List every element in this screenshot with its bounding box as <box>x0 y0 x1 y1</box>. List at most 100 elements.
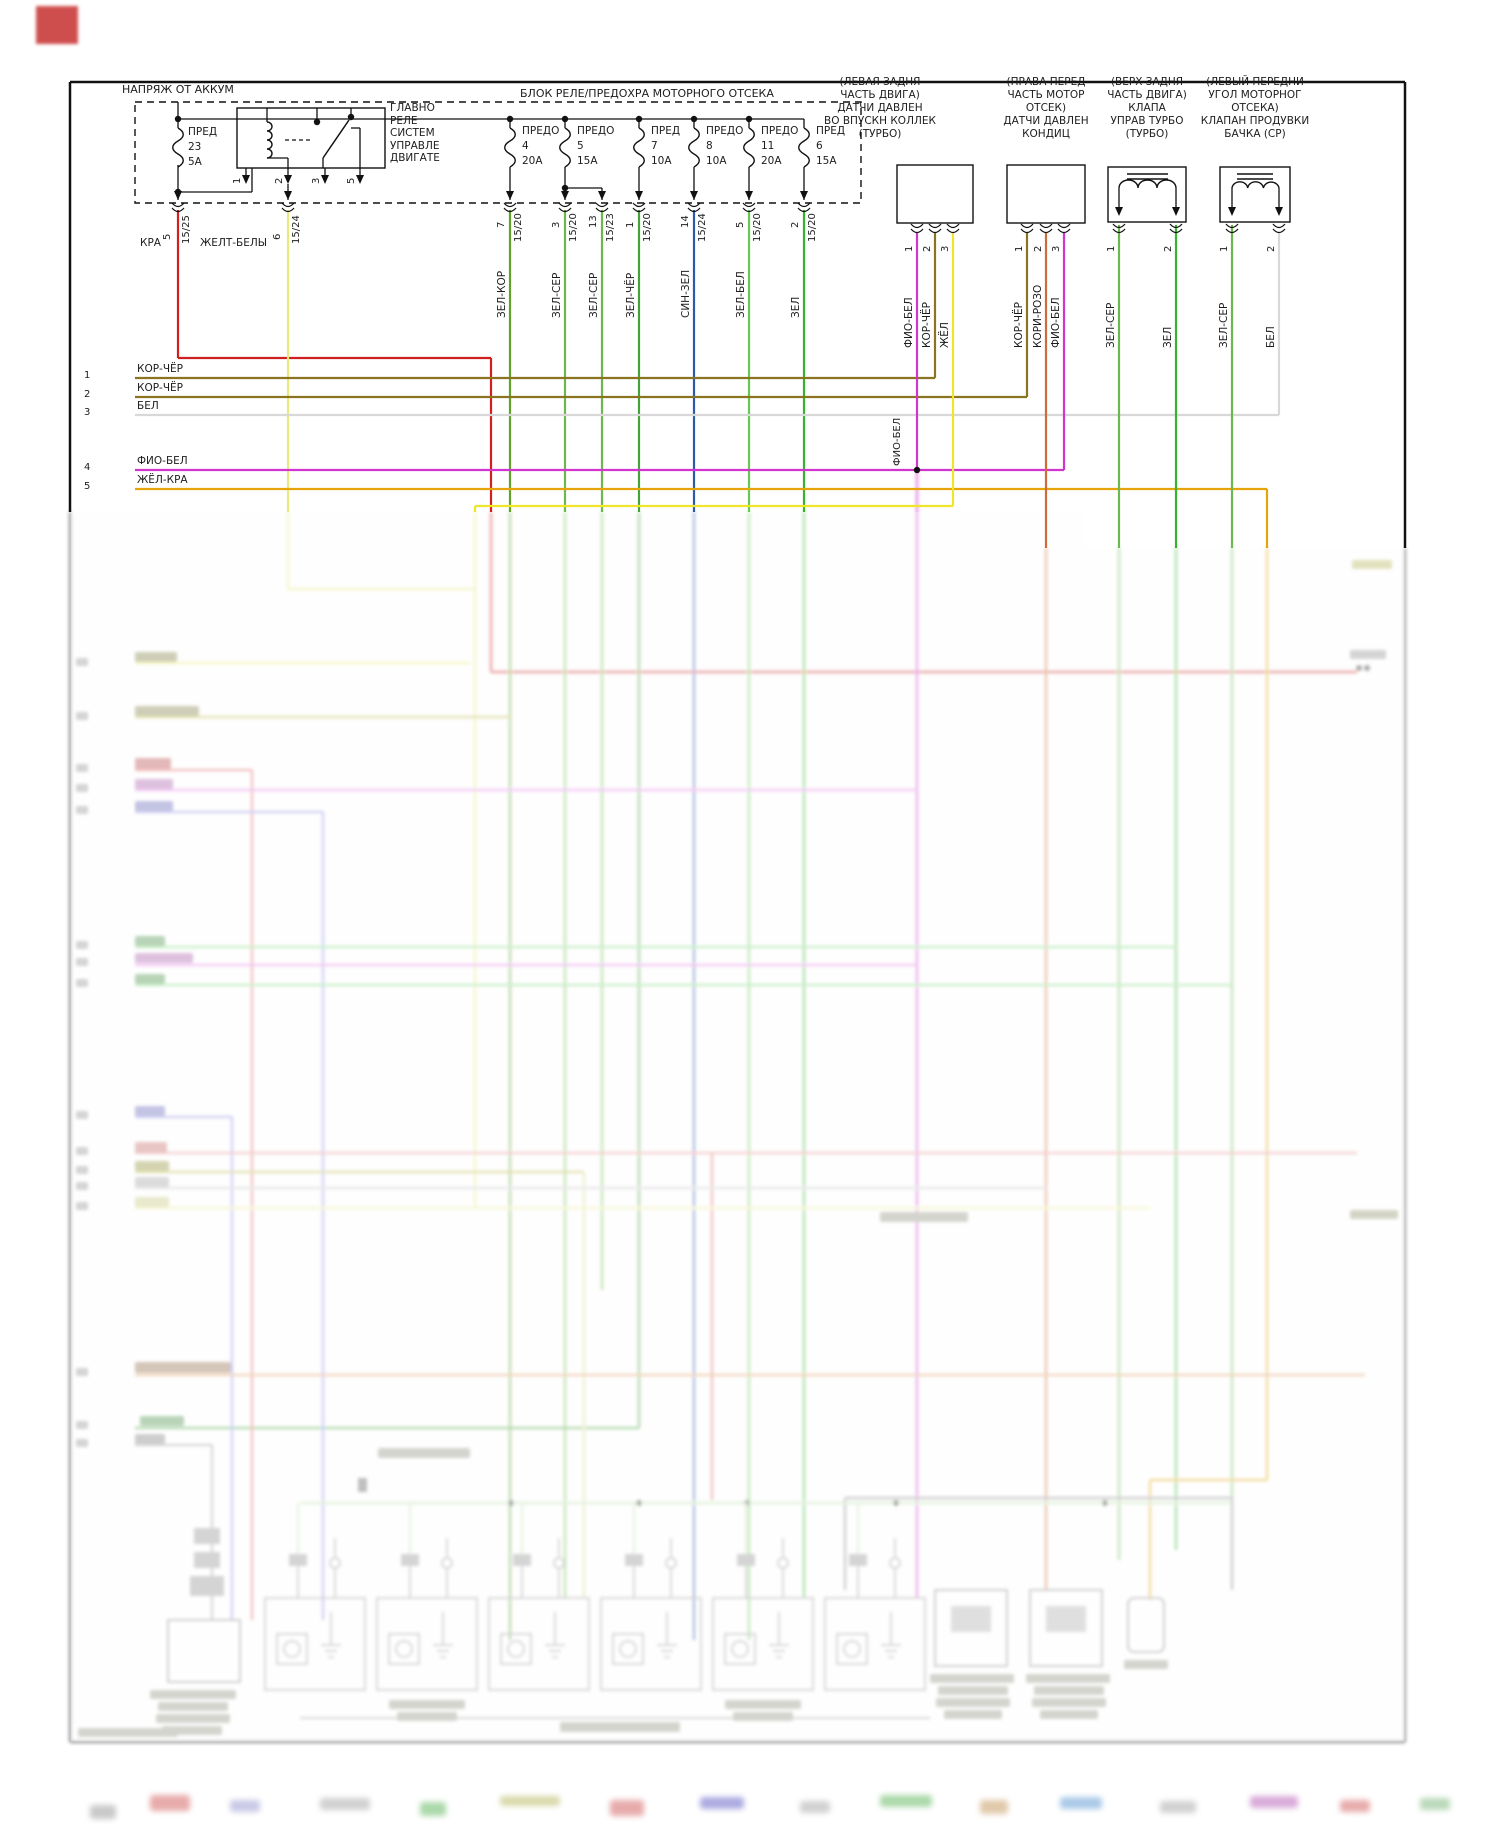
component-box <box>896 164 974 224</box>
blurred-label-blob <box>135 1434 165 1444</box>
fuse-pin-number: 14 <box>680 215 691 228</box>
blurred-label-blob <box>135 1142 167 1153</box>
junction-dot <box>635 115 643 123</box>
connector-symbol <box>910 223 924 229</box>
connector-symbol <box>281 202 295 208</box>
blur-wash-overlay <box>71 512 1404 1741</box>
wire-color-name: ЗЕЛ-СЕР <box>588 272 600 318</box>
fuse-symbol <box>172 127 184 168</box>
junction-dot <box>506 115 514 123</box>
wire-color-name: ЗЕЛ-СЕР <box>1218 302 1230 348</box>
arrow-head <box>1228 207 1236 216</box>
component-box <box>1006 164 1086 224</box>
coil-unit-box <box>376 1597 478 1691</box>
blurred-label-blob <box>135 974 165 984</box>
wire-color-name: ЗЕЛ-КОР <box>496 270 508 318</box>
connector-symbol <box>687 202 701 208</box>
connector-symbol <box>171 202 185 208</box>
blurred-label-blob <box>76 1421 88 1429</box>
component-title: (ТУРБО) <box>1125 128 1169 140</box>
junction-dot <box>745 115 753 123</box>
component-pin-number: 2 <box>1266 245 1277 252</box>
ghost-blob <box>980 1800 1008 1814</box>
blurred-label-blob <box>1124 1660 1168 1669</box>
junction-dot <box>893 1500 899 1506</box>
relay-box <box>236 107 386 169</box>
blurred-label-blob <box>936 1698 1010 1707</box>
component-title: ОТСЕКА) <box>1231 102 1279 114</box>
fuse-label: ПРЕДО <box>522 125 560 137</box>
sensor-inner <box>951 1606 991 1632</box>
blurred-label-blob <box>135 758 171 769</box>
connector-symbol <box>1225 223 1239 229</box>
arrow-head <box>242 175 250 184</box>
small-component <box>1127 1597 1165 1653</box>
ecu-connector <box>194 1552 220 1568</box>
blurred-label-blob <box>78 1728 178 1737</box>
arrow-head <box>506 191 514 200</box>
fuse-pin-number: 3 <box>551 221 562 228</box>
blurred-label-blob <box>76 1111 88 1119</box>
fuse-pin-number: 2 <box>790 221 801 228</box>
arrow-head <box>321 175 329 184</box>
blurred-label-blob <box>389 1700 465 1709</box>
coil-inner-box <box>612 1633 644 1665</box>
fuse-pin-number: 13 <box>588 215 599 228</box>
component-pin-number: 2 <box>1163 245 1174 252</box>
arrow-head <box>356 175 364 184</box>
connector-symbol <box>1225 228 1239 234</box>
left-wire-color-name: КОР-ЧЁР <box>137 363 184 375</box>
arrow-head <box>1115 207 1123 216</box>
ghost-blob <box>150 1795 190 1811</box>
junction-dot <box>508 1500 514 1506</box>
blurred-label-blob <box>135 1161 169 1171</box>
component-title: ЧАСТЬ ДВИГА) <box>840 89 920 101</box>
wire-color-name: ЗЕЛ <box>790 296 802 318</box>
fuse-block-title: БЛОК РЕЛЕ/ПРЕДОХРА МОТОРНОГО ОТСЕКА <box>520 87 774 100</box>
fuse-symbol <box>798 127 810 168</box>
wire-gauge: 15/20 <box>752 213 763 242</box>
blurred-label-blob <box>135 706 199 716</box>
fuse-label: ПРЕД <box>651 125 681 137</box>
blurred-label-blob <box>1040 1710 1098 1719</box>
junction-dot <box>561 115 569 123</box>
wire-gauge: 15/24 <box>291 215 302 244</box>
component-title: КЛАПА <box>1128 102 1166 114</box>
wire-gauge: 15/20 <box>568 213 579 242</box>
wire-color-name: ФИО-БЕЛ <box>1050 297 1062 348</box>
blurred-label-blob <box>76 658 88 666</box>
junction-dot <box>313 118 321 126</box>
connector-symbol <box>1169 228 1183 234</box>
blurred-label-blob <box>1350 1210 1398 1219</box>
fuse-symbol <box>504 127 516 168</box>
blurred-label-blob <box>1034 1686 1104 1695</box>
connector-symbol <box>558 202 572 208</box>
mid-connector <box>358 1478 367 1492</box>
coil-unit-box <box>712 1597 814 1691</box>
junction-dot <box>636 1500 642 1506</box>
sensor-box <box>934 1589 1008 1667</box>
relay-name: ГЛАВНО <box>390 102 435 114</box>
exit-pin-number: 6 <box>272 233 283 240</box>
arrow-head <box>284 175 292 184</box>
component-title: УПРАВ ТУРБО <box>1110 115 1184 127</box>
component-title: (ПРАВА ПЕРЕД <box>1006 76 1086 88</box>
blurred-label-blob <box>560 1722 680 1732</box>
coil-connector <box>513 1554 531 1566</box>
sensor-inner <box>1046 1606 1086 1632</box>
component-box <box>1219 166 1291 223</box>
blurred-label-blob <box>1026 1674 1110 1683</box>
connector-symbol <box>1057 228 1071 234</box>
component-title: (ТУРБО) <box>858 128 902 140</box>
blurred-label-blob <box>76 1166 88 1174</box>
component-title: КОНДИЦ <box>1022 128 1070 140</box>
ecu-connector <box>194 1528 220 1544</box>
relay-pin-number: 5 <box>346 177 357 184</box>
connector-symbol <box>946 223 960 229</box>
connector-symbol <box>910 228 924 234</box>
wire-color-name: ФИО-БЕЛ <box>903 297 915 348</box>
ghost-blob <box>420 1802 446 1816</box>
connector-symbol <box>1039 228 1053 234</box>
component-title: ВО ВПУСКН КОЛЛЕК <box>824 115 936 127</box>
